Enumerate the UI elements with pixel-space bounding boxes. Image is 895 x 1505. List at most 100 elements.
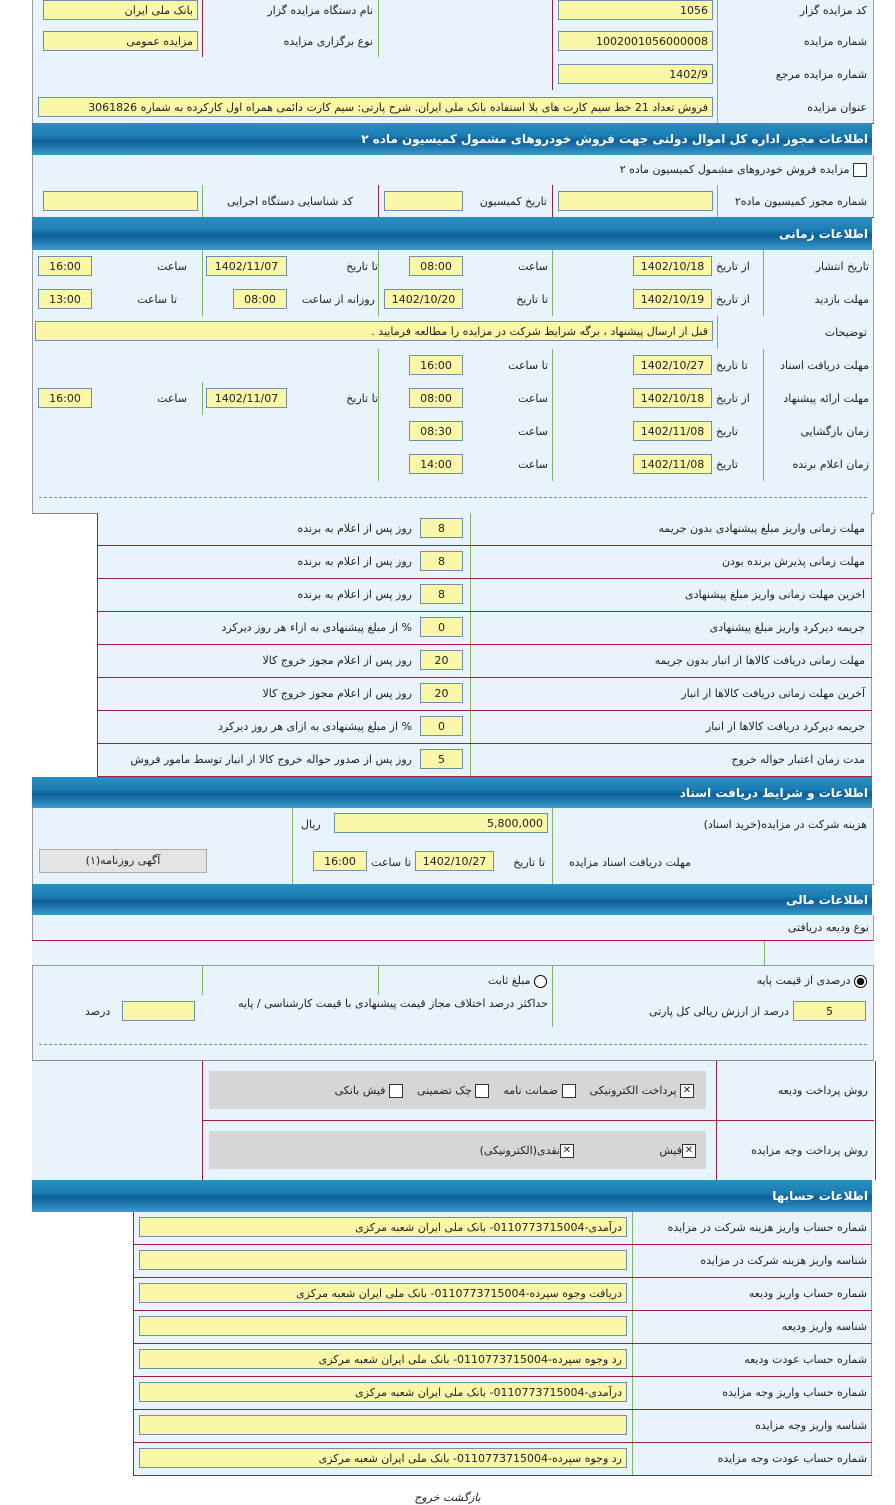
account-field[interactable] [139, 1316, 627, 1336]
row-radios: درصدی از قیمت پایه مبلغ ثابت [32, 965, 874, 997]
title-field[interactable]: فروش تعداد 21 خط سیم کارت های بلا استفاد… [38, 97, 713, 117]
visit-from-field[interactable]: 1402/10/19 [633, 289, 712, 309]
label: تا تاریخ [346, 392, 378, 405]
label: شماره حساب واریز وجه مزایده [722, 1386, 867, 1399]
unit-label: روز پس از اعلام به برنده [297, 555, 412, 568]
fee-field[interactable]: 5,800,000 [334, 813, 548, 833]
checkbox-checked-icon[interactable]: ✕ [680, 1084, 694, 1098]
section-title: اطلاعات مالی [785, 892, 868, 907]
deposit-method[interactable]: ✕ پرداخت الکترونیکی [589, 1083, 694, 1098]
exit-link[interactable]: خروج [414, 1491, 440, 1504]
label: چک تضمینی [416, 1084, 472, 1097]
publish-from-field[interactable]: 1402/10/18 [633, 256, 712, 276]
row-reference: شماره مزایده مرجع 1402/9 [32, 57, 874, 91]
auctioneer-name-field[interactable]: بانک ملی ایران [43, 0, 198, 20]
opening-date-field[interactable]: 1402/11/08 [633, 421, 712, 441]
row-fee: هزینه شرکت در مزایده(خرید اسناد) 5,800,0… [32, 808, 874, 841]
winner-time-field[interactable]: 14:00 [409, 454, 463, 474]
payment-methods-box: ✕فیش ✕نقدی(الکترونیکی) [209, 1131, 706, 1169]
checkbox-icon[interactable] [853, 163, 867, 177]
checkbox-icon[interactable] [475, 1084, 490, 1098]
account-row: شماره حساب واریز وجه مزایده درآمدی-011077… [133, 1377, 872, 1410]
percent-field[interactable]: 5 [793, 1001, 866, 1021]
account-field[interactable] [139, 1415, 627, 1435]
radio-percent[interactable]: درصدی از قیمت پایه [757, 973, 867, 988]
auction-type-field[interactable]: مزایده عمومی [43, 31, 198, 51]
deadline-value-field[interactable]: 0 [420, 716, 463, 736]
label: درصدی از قیمت پایه [756, 974, 851, 987]
deposit-method[interactable]: چک تضمینی [416, 1083, 490, 1098]
opening-time-field[interactable]: 08:30 [409, 421, 463, 441]
offer-time-field[interactable]: 08:00 [409, 388, 463, 408]
deadline-row: مدت زمان اعتبار حواله خروج 5 روز پس از صدو… [97, 744, 872, 777]
radio-selected-icon[interactable] [854, 974, 867, 988]
offer-from-field[interactable]: 1402/10/18 [633, 388, 712, 408]
publish-to-field[interactable]: 1402/11/07 [206, 256, 287, 276]
notes-field[interactable]: قبل از ارسال پیشنهاد ، برگه شرایط شرکت د… [35, 321, 713, 341]
visit-daily-from-field[interactable]: 08:00 [233, 289, 287, 309]
max-diff-field[interactable] [122, 1001, 195, 1021]
label: کد شناسایی دستگاه اجرایی [226, 195, 353, 208]
commission-date-field[interactable] [384, 191, 463, 211]
visit-to-field[interactable]: 1402/10/20 [384, 289, 463, 309]
deadline-value-field[interactable]: 0 [420, 617, 463, 637]
checkbox-icon[interactable] [388, 1084, 403, 1098]
account-field[interactable]: درآمدی-0110773715004- بانک ملی ایران شعب… [139, 1382, 627, 1402]
row-auctioneer: کد مزایده گزار 1056 نام دستگاه مزایده گز… [32, 0, 874, 25]
payment-method[interactable]: ✕فیش [659, 1143, 696, 1158]
footer-links: بازگشت خروج [0, 1491, 895, 1504]
checkbox-icon[interactable] [561, 1084, 576, 1098]
account-field[interactable]: رد وجوه سپرده-0110773715004- بانک ملی ای… [139, 1448, 627, 1468]
label: مهلت ارائه پیشنهاد [783, 392, 869, 405]
radio-empty-icon[interactable] [534, 974, 547, 988]
account-field[interactable]: دریافت وجوه سپرده-0110773715004- بانک مل… [139, 1283, 627, 1303]
visit-daily-to-field[interactable]: 13:00 [38, 289, 92, 309]
deposit-method[interactable]: ضمانت نامه [503, 1083, 576, 1098]
winner-date-field[interactable]: 1402/11/08 [633, 454, 712, 474]
label: مهلت زمانی دریافت کالاها از انبار بدون ج… [654, 654, 865, 667]
checkbox-checked-icon[interactable]: ✕ [682, 1144, 696, 1158]
label: ضمانت نامه [503, 1084, 558, 1097]
back-link[interactable]: بازگشت [443, 1491, 481, 1504]
commission-checkbox[interactable]: مزایده فروش خودروهای مشمول کمیسیون ماده … [620, 162, 867, 177]
divider [470, 645, 471, 677]
deadline-value-field[interactable]: 5 [420, 749, 463, 769]
offer-time2-field[interactable]: 16:00 [38, 388, 92, 408]
account-field[interactable]: رد وجوه سپرده-0110773715004- بانک ملی ای… [139, 1349, 627, 1369]
reference-field[interactable]: 1402/9 [558, 64, 713, 84]
label: تا ساعت [508, 359, 548, 372]
offer-to-field[interactable]: 1402/11/07 [206, 388, 287, 408]
payment-method[interactable]: ✕نقدی(الکترونیکی) [480, 1143, 574, 1158]
section-title: اطلاعات حسابها [772, 1189, 868, 1203]
docs-to-field[interactable]: 1402/10/27 [633, 355, 712, 375]
account-field[interactable] [139, 1250, 627, 1270]
label: پرداخت الکترونیکی [589, 1084, 677, 1097]
permit-number-field[interactable] [558, 191, 713, 211]
deadline-value-field[interactable]: 20 [420, 683, 463, 703]
checkbox-checked-icon[interactable]: ✕ [560, 1144, 574, 1158]
account-field[interactable]: درآمدی-0110773715004- بانک ملی ایران شعب… [139, 1217, 627, 1237]
label: هزینه شرکت در مزایده(خرید اسناد) [703, 818, 867, 831]
label: حداکثر درصد اختلاف مجاز قیمت پیشنهادی با… [238, 997, 548, 1010]
docs-deadline-date-field[interactable]: 1402/10/27 [415, 851, 494, 871]
deposit-method[interactable]: فیش بانکی [335, 1083, 403, 1098]
publish-time-field[interactable]: 08:00 [409, 256, 463, 276]
auctioneer-code-field[interactable]: 1056 [558, 0, 713, 20]
deadline-value-field[interactable]: 8 [420, 551, 463, 571]
publish-time2-field[interactable]: 16:00 [38, 256, 92, 276]
label: ساعت [518, 458, 548, 471]
newspaper-ad-button[interactable]: آگهی روزنامه(۱) [39, 849, 207, 873]
deadline-value-field[interactable]: 20 [420, 650, 463, 670]
deadline-value-field[interactable]: 8 [420, 518, 463, 538]
row-offer: مهلت ارائه پیشنهاد از تاریخ 1402/10/18 س… [32, 382, 874, 416]
deadline-value-field[interactable]: 8 [420, 584, 463, 604]
label: تاریخ [716, 458, 738, 471]
docs-deadline-time-field[interactable]: 16:00 [313, 851, 367, 871]
permit-header: اطلاعات مجوز اداره کل اموال دولتی جهت فر… [32, 123, 872, 155]
docs-time-field[interactable]: 16:00 [409, 355, 463, 375]
auction-number-field[interactable]: 1002001056000008 [558, 31, 713, 51]
label: تا تاریخ [513, 856, 545, 869]
divider [470, 678, 471, 710]
radio-fixed[interactable]: مبلغ ثابت [488, 973, 547, 988]
agency-id-field[interactable] [43, 191, 198, 211]
